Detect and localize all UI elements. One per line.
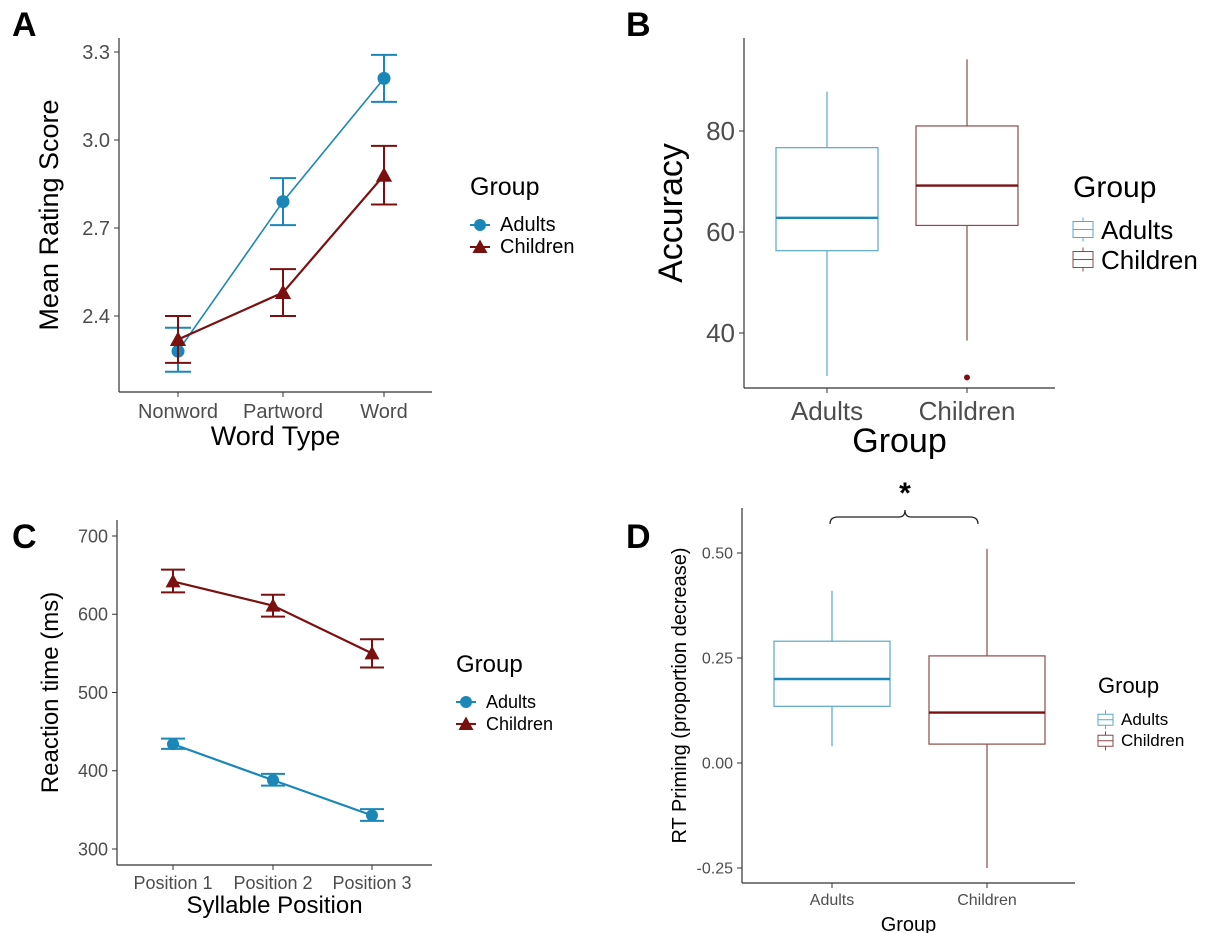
panel-a-x-tick-label: Nonword	[138, 401, 218, 423]
panel-letter-d: D	[626, 518, 651, 556]
panel-b-x-tick-label: Adults	[791, 396, 863, 426]
panel-a-legend-label: Children	[500, 236, 574, 258]
panel-b-y-tick-label: 80	[706, 116, 735, 146]
panel-a-y-tick-label: 2.4	[82, 306, 110, 328]
panel-b-box	[915, 125, 1019, 227]
panel-a-chart: 2.4 2.7 3.0 3.3 Nonword Partword Word Word Type…	[34, 38, 574, 451]
panel-b-x-tick-label: Children	[919, 396, 1016, 426]
panel-a-y-axis-title: Mean Rating Score	[34, 99, 64, 330]
panel-c-x-axis-title: Syllable Position	[186, 892, 362, 919]
panel-d-significance-bracket	[829, 509, 979, 525]
panel-letter-c: C	[12, 518, 37, 556]
panel-a-legend-key-marker	[472, 239, 488, 253]
panel-c-x-tick-label: Position 3	[332, 873, 411, 893]
panel-d-y-axis-title: RT Priming (proportion decrease)	[669, 547, 691, 843]
panel-a-legend-key-marker	[474, 219, 486, 231]
panel-d-significance-marker: *	[899, 477, 911, 510]
panel-c-data-point	[267, 774, 279, 787]
panel-a-data-point	[274, 284, 292, 300]
panel-c-y-tick-label: 600	[78, 605, 108, 625]
panel-c-x-tick-label: Position 1	[133, 873, 212, 893]
panel-d-chart: -0.25 0.00 0.25 0.50 Adults Children Group RT P…	[669, 477, 1184, 933]
panel-a-series-line	[177, 77, 385, 352]
panel-d-legend-title: Group	[1098, 673, 1159, 698]
panel-c-legend-title: Group	[456, 651, 523, 678]
panel-c-legend-label: Adults	[486, 692, 536, 712]
panel-a-x-tick-label: Partword	[243, 401, 323, 423]
panel-b-box	[775, 147, 879, 252]
panel-a-data-point	[276, 195, 290, 209]
panel-b-y-tick-label: 60	[706, 217, 735, 247]
panel-c-y-tick-label: 400	[78, 761, 108, 781]
panel-a-data-point	[169, 331, 187, 346]
panel-c-legend-key-marker	[460, 696, 472, 708]
panel-d-x-tick-label: Adults	[810, 892, 854, 909]
panel-b-outlier-point	[964, 374, 970, 381]
panel-d-legend-label: Adults	[1121, 710, 1168, 729]
panel-a-y-tick-label: 3.0	[82, 130, 110, 152]
panel-a-legend-title: Group	[470, 173, 539, 201]
panel-c-legend-key-marker	[458, 716, 474, 730]
panel-a-data-point	[375, 167, 393, 182]
panel-c-legend-label: Children	[486, 714, 553, 734]
panel-b-legend-label: Adults	[1101, 215, 1173, 245]
panel-c-y-tick-label: 700	[78, 526, 108, 546]
panel-d-y-tick-label: -0.25	[697, 861, 734, 878]
panel-a-y-tick-label: 3.3	[82, 42, 110, 64]
panel-letter-b: B	[626, 6, 651, 44]
panel-b-legend-label: Children	[1101, 245, 1198, 275]
panel-a-x-tick-label: Word	[360, 401, 407, 423]
panel-b-y-axis-title: Accuracy	[652, 143, 690, 283]
panel-d-y-tick-label: 0.00	[702, 756, 733, 773]
panel-c-y-tick-label: 300	[78, 839, 108, 859]
panel-c-data-point	[167, 738, 179, 751]
panel-a-y-tick-label: 2.7	[82, 218, 110, 240]
panel-b-x-axis-title: Group	[852, 422, 947, 460]
panel-d-box	[773, 640, 891, 707]
panel-c-chart: 300 400 500 600 700 Position 1 Position 2 Posit…	[37, 520, 553, 919]
panel-a-data-point	[377, 71, 391, 85]
panel-c-data-point	[364, 645, 380, 660]
panel-d-box	[928, 655, 1046, 745]
panel-d-legend-label: Children	[1121, 731, 1184, 750]
panel-a-legend-label: Adults	[500, 214, 556, 236]
panel-c-y-axis-title: Reaction time (ms)	[37, 592, 64, 793]
panel-c-x-tick-label: Position 2	[233, 873, 312, 893]
panel-b-y-tick-label: 40	[706, 318, 735, 348]
panel-c-data-point	[265, 598, 281, 612]
panel-c-data-point	[165, 573, 181, 588]
panel-a-x-axis-title: Word Type	[211, 421, 341, 451]
panel-d-x-axis-title: Group	[881, 914, 937, 933]
panel-d-x-tick-label: Children	[957, 892, 1017, 909]
panel-letter-a: A	[12, 6, 37, 44]
panel-c-data-point	[366, 809, 378, 822]
panel-d-y-tick-label: 0.50	[702, 546, 733, 563]
panel-d-y-tick-label: 0.25	[702, 651, 733, 668]
panel-b-legend-title: Group	[1073, 171, 1156, 204]
panel-c-y-tick-label: 500	[78, 683, 108, 703]
